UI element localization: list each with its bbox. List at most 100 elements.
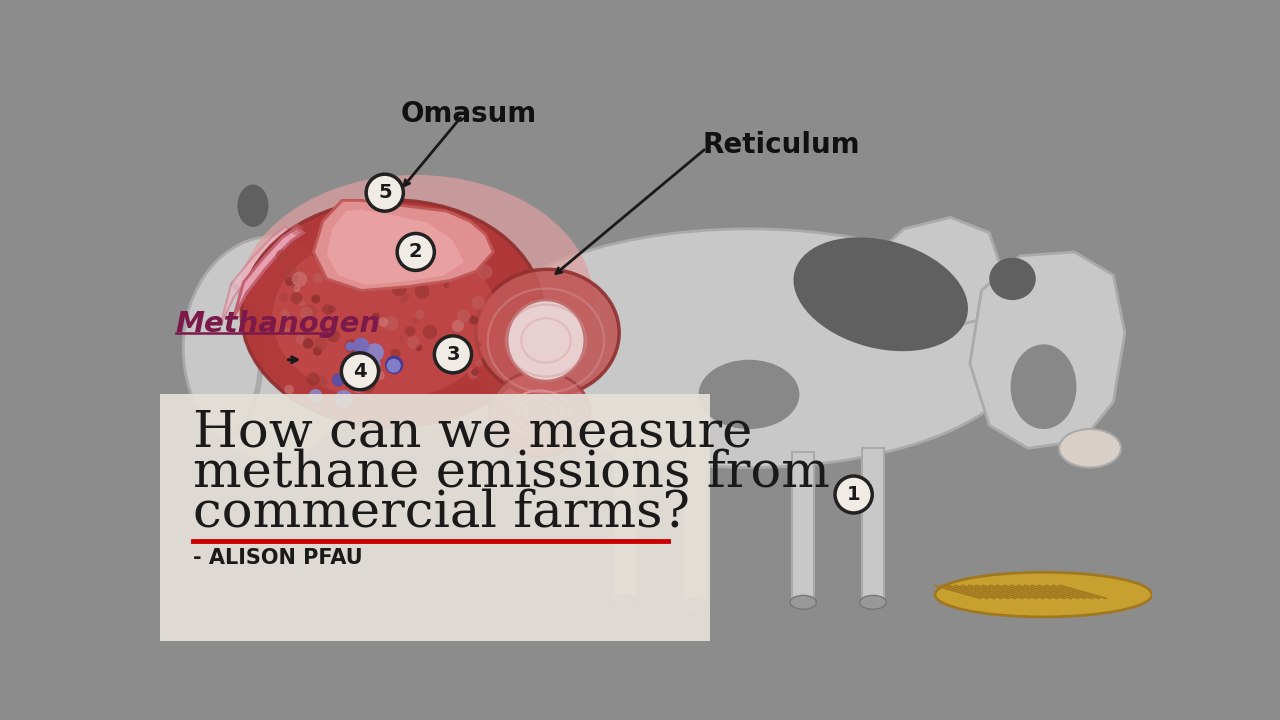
- Bar: [375, 446, 378, 447]
- Bar: [705, 412, 709, 415]
- Bar: [349, 458, 352, 459]
- Bar: [259, 428, 262, 433]
- Bar: [270, 639, 273, 643]
- Bar: [397, 445, 398, 448]
- Bar: [381, 395, 384, 397]
- Bar: [416, 606, 420, 608]
- Circle shape: [454, 267, 460, 272]
- Bar: [495, 580, 499, 583]
- Bar: [411, 519, 413, 521]
- Bar: [362, 612, 365, 616]
- Bar: [598, 451, 600, 455]
- Circle shape: [366, 343, 384, 361]
- Circle shape: [361, 354, 375, 368]
- Bar: [323, 557, 326, 559]
- Bar: [287, 434, 289, 437]
- Bar: [617, 487, 620, 490]
- Bar: [314, 457, 316, 462]
- Bar: [369, 573, 371, 575]
- Bar: [269, 528, 273, 531]
- Bar: [321, 482, 324, 484]
- Circle shape: [835, 476, 872, 513]
- Bar: [252, 557, 255, 561]
- Bar: [406, 529, 408, 532]
- Bar: [549, 477, 552, 482]
- Bar: [544, 581, 545, 584]
- Circle shape: [328, 305, 335, 313]
- Bar: [682, 405, 686, 408]
- Circle shape: [292, 284, 298, 289]
- Bar: [174, 404, 178, 407]
- Circle shape: [326, 253, 334, 259]
- Bar: [677, 436, 680, 441]
- Ellipse shape: [989, 258, 1036, 300]
- Bar: [563, 508, 566, 510]
- Bar: [256, 480, 260, 485]
- Bar: [660, 639, 663, 642]
- Bar: [634, 505, 635, 507]
- Bar: [521, 503, 525, 506]
- Bar: [375, 503, 378, 507]
- Bar: [411, 557, 413, 560]
- Bar: [257, 552, 260, 555]
- Bar: [691, 509, 694, 511]
- Ellipse shape: [476, 269, 620, 396]
- Bar: [344, 521, 348, 523]
- Bar: [376, 613, 380, 615]
- Bar: [429, 622, 431, 626]
- Bar: [308, 486, 311, 488]
- Bar: [282, 584, 284, 588]
- Bar: [244, 544, 247, 547]
- Bar: [325, 413, 326, 415]
- Bar: [628, 580, 630, 582]
- Bar: [535, 541, 539, 542]
- Bar: [387, 588, 388, 590]
- Bar: [666, 545, 668, 549]
- Ellipse shape: [242, 200, 544, 427]
- Bar: [291, 616, 293, 617]
- Bar: [428, 484, 429, 487]
- Bar: [293, 503, 296, 505]
- Bar: [521, 453, 522, 456]
- Bar: [465, 480, 467, 483]
- Bar: [261, 430, 265, 434]
- Bar: [268, 544, 270, 548]
- Bar: [264, 444, 266, 449]
- Bar: [506, 590, 508, 592]
- Bar: [461, 546, 463, 550]
- Bar: [561, 616, 563, 620]
- Circle shape: [457, 228, 467, 239]
- Bar: [266, 565, 268, 569]
- Bar: [260, 612, 262, 615]
- Bar: [609, 428, 613, 431]
- Bar: [196, 632, 198, 634]
- Bar: [282, 486, 285, 488]
- Bar: [271, 618, 273, 621]
- Bar: [276, 413, 279, 416]
- Bar: [566, 478, 567, 482]
- Bar: [355, 573, 357, 577]
- Circle shape: [408, 266, 424, 282]
- Circle shape: [372, 312, 380, 320]
- Bar: [198, 516, 200, 518]
- Bar: [271, 477, 275, 480]
- Bar: [604, 438, 605, 443]
- Bar: [543, 555, 547, 559]
- Circle shape: [303, 338, 314, 348]
- Circle shape: [306, 372, 320, 386]
- Bar: [367, 547, 370, 551]
- Bar: [453, 544, 454, 549]
- Bar: [228, 504, 230, 508]
- Bar: [413, 459, 416, 463]
- Bar: [358, 580, 361, 583]
- Circle shape: [422, 325, 436, 339]
- Bar: [269, 480, 271, 482]
- Bar: [207, 500, 210, 503]
- Bar: [201, 426, 205, 427]
- Bar: [346, 606, 349, 607]
- Bar: [684, 595, 686, 600]
- Bar: [302, 424, 305, 428]
- Bar: [701, 448, 703, 451]
- Bar: [361, 583, 364, 586]
- Bar: [522, 623, 525, 625]
